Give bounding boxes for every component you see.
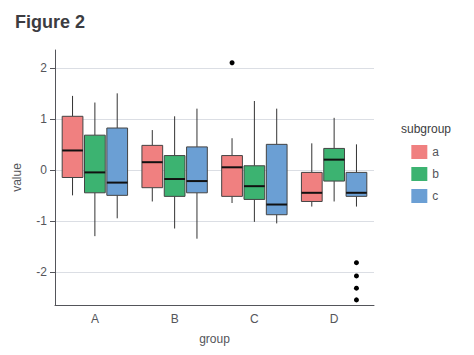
svg-text:b: b	[432, 167, 439, 181]
svg-text:2: 2	[40, 61, 47, 75]
svg-text:group: group	[199, 332, 230, 346]
svg-text:-1: -1	[36, 214, 47, 228]
svg-text:subgroup: subgroup	[401, 122, 451, 136]
svg-text:-2: -2	[36, 265, 47, 279]
svg-text:A: A	[91, 312, 99, 326]
svg-text:Figure 2: Figure 2	[15, 12, 85, 32]
svg-text:value: value	[10, 163, 24, 192]
svg-text:1: 1	[40, 112, 47, 126]
svg-text:c: c	[432, 189, 438, 203]
svg-text:0: 0	[40, 163, 47, 177]
svg-text:a: a	[432, 145, 439, 159]
svg-text:C: C	[250, 312, 259, 326]
svg-text:B: B	[171, 312, 179, 326]
svg-text:D: D	[330, 312, 339, 326]
